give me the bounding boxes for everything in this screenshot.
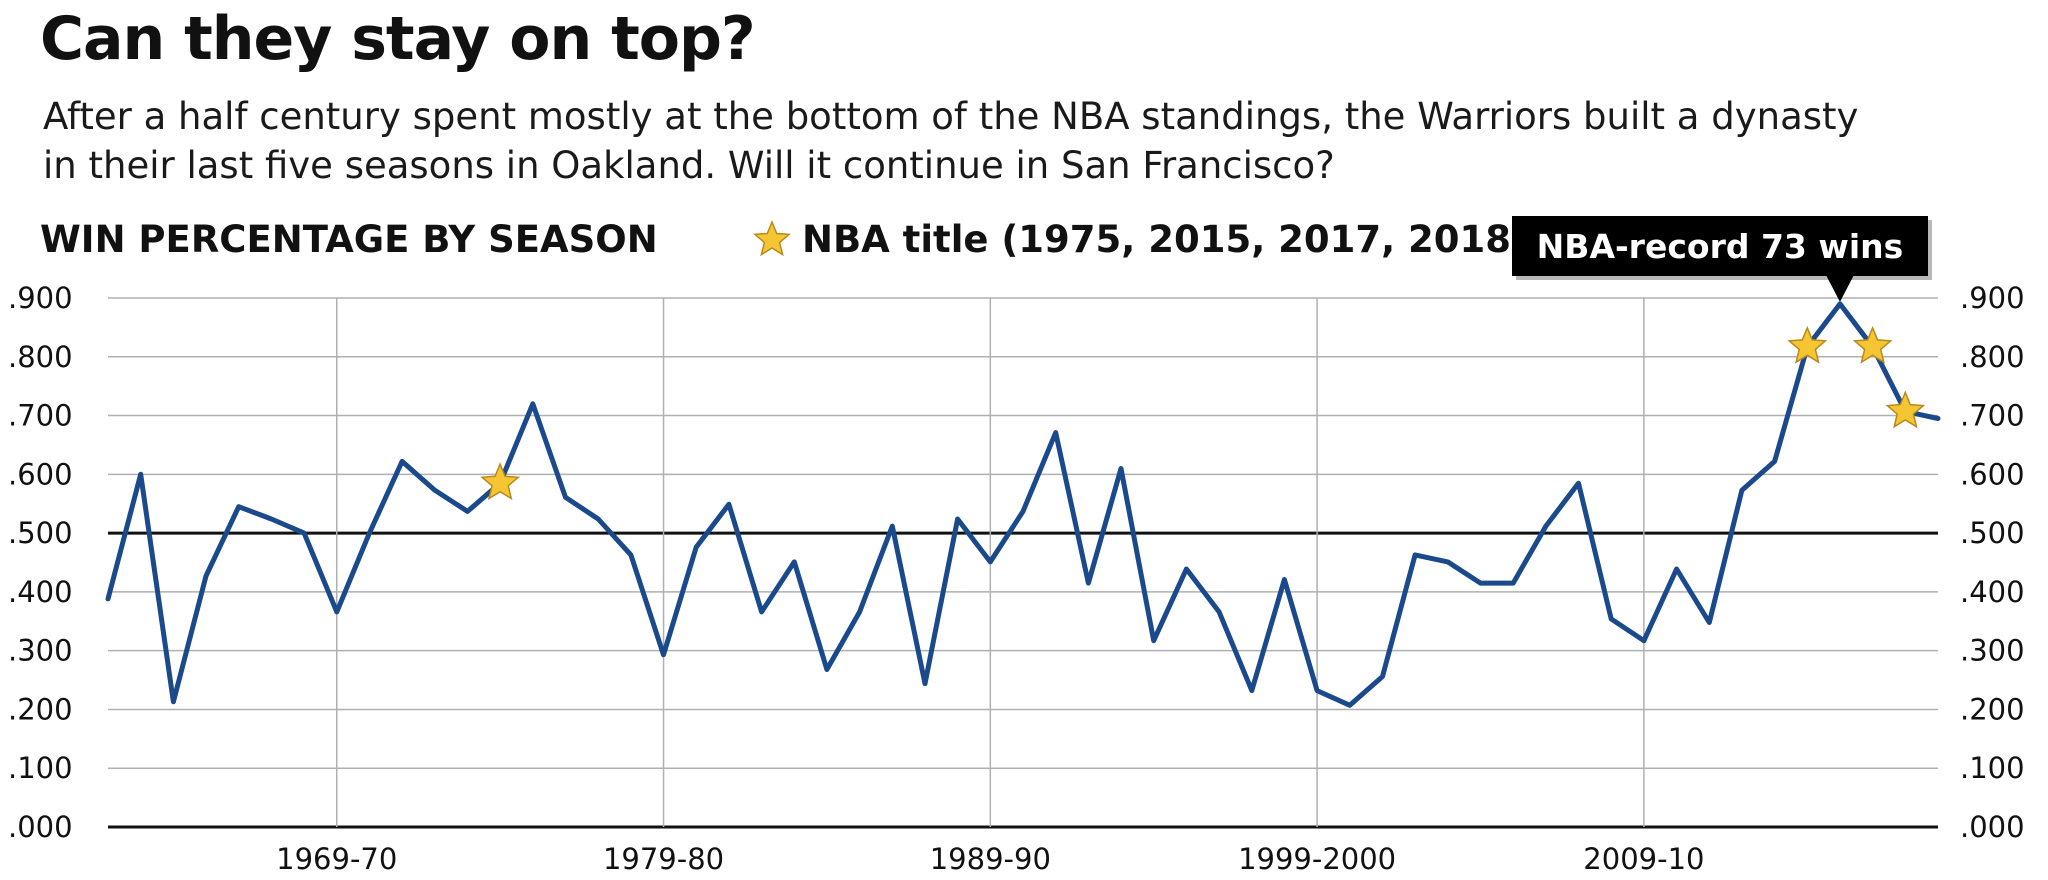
y-tick-label-left: .200 xyxy=(8,692,73,726)
y-tick-label-right: .500 xyxy=(1960,516,2025,550)
y-tick-label-left: .900 xyxy=(8,281,73,315)
legend-label: NBA title (1975, 2015, 2017, 2018) xyxy=(802,218,1528,261)
y-tick-label-right: .600 xyxy=(1960,457,2025,491)
x-tick-label: 1989-90 xyxy=(930,842,1051,876)
chart-title: WIN PERCENTAGE BY SEASON xyxy=(40,218,658,261)
y-tick-label-left: .700 xyxy=(8,399,73,433)
star-icon xyxy=(753,219,791,256)
y-tick-label-right: .400 xyxy=(1960,575,2025,609)
y-tick-label-right: .100 xyxy=(1960,751,2025,785)
y-tick-label-right: .300 xyxy=(1960,634,2025,668)
y-tick-label-right: .000 xyxy=(1960,810,2025,844)
x-tick-label: 1999-2000 xyxy=(1238,842,1396,876)
y-tick-label-left: .800 xyxy=(8,340,73,374)
y-tick-label-left: .400 xyxy=(8,575,73,609)
y-tick-label-right: .700 xyxy=(1960,399,2025,433)
legend: NBA title (1975, 2015, 2017, 2018) xyxy=(752,218,1528,261)
x-tick-label: 2009-10 xyxy=(1583,842,1704,876)
y-tick-label-left: .100 xyxy=(8,751,73,785)
title-star-1975 xyxy=(480,462,521,501)
page-title: Can they stay on top? xyxy=(40,4,756,74)
win-percentage-line xyxy=(105,301,1941,708)
y-tick-label-right: .200 xyxy=(1960,692,2025,726)
y-tick-label-right: .800 xyxy=(1960,340,2025,374)
x-tick-label: 1969-70 xyxy=(276,842,397,876)
y-tick-label-left: .600 xyxy=(8,457,73,491)
y-tick-label-right: .900 xyxy=(1960,281,2025,315)
title-star-2017 xyxy=(1852,325,1893,364)
y-tick-label-left: .000 xyxy=(8,810,73,844)
y-tick-label-left: .500 xyxy=(8,516,73,550)
title-star-2015 xyxy=(1787,325,1828,364)
x-tick-label: 1979-80 xyxy=(603,842,724,876)
callout-text: NBA-record 73 wins xyxy=(1537,227,1904,266)
y-tick-label-left: .300 xyxy=(8,634,73,668)
callout-pointer xyxy=(1825,275,1854,302)
title-star-2018 xyxy=(1885,390,1926,429)
callout-box xyxy=(1512,216,1928,276)
page-subtitle: After a half century spent mostly at the… xyxy=(43,95,1859,187)
